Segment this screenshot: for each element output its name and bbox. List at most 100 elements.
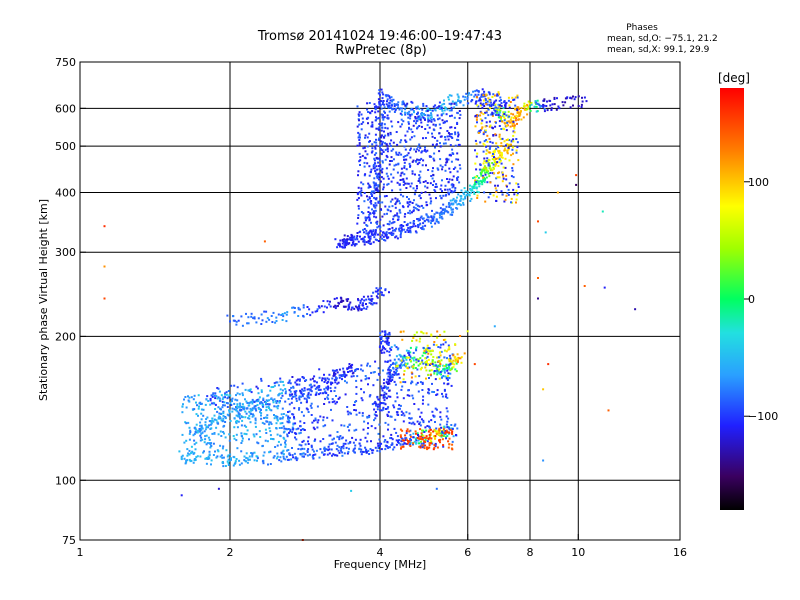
echo-point	[440, 210, 443, 213]
echo-point	[305, 379, 308, 382]
echo-point	[454, 126, 457, 129]
echo-point	[391, 373, 394, 376]
echo-point	[324, 377, 326, 380]
echo-point	[313, 380, 316, 383]
echo-point	[383, 103, 385, 106]
echo-point	[361, 154, 364, 157]
echo-point	[228, 411, 231, 414]
echo-point	[200, 408, 203, 411]
echo-point	[378, 137, 381, 140]
echo-point	[205, 443, 208, 446]
echo-point	[484, 173, 487, 176]
echo-point	[219, 417, 222, 420]
echo-point	[347, 298, 350, 301]
echo-point	[542, 103, 545, 106]
echo-point	[390, 348, 393, 351]
echo-point	[213, 432, 216, 435]
echo-point	[324, 397, 327, 400]
echo-point	[214, 450, 216, 453]
echo-point	[364, 436, 367, 439]
echo-point	[366, 362, 369, 365]
echo-point	[235, 458, 238, 460]
echo-point	[426, 425, 429, 427]
echo-point	[277, 394, 280, 397]
echo-point	[520, 118, 523, 121]
echo-point	[372, 449, 375, 452]
echo-point	[467, 191, 470, 194]
echo-point	[376, 296, 379, 299]
echo-point	[251, 415, 254, 418]
echo-point	[188, 438, 191, 441]
echo-point	[507, 146, 510, 149]
echo-point	[376, 173, 379, 176]
echo-point	[444, 338, 447, 341]
echo-point	[415, 107, 418, 110]
echo-point	[409, 417, 412, 420]
echo-point	[364, 217, 367, 220]
echo-point	[426, 114, 429, 117]
echo-point	[483, 105, 486, 107]
echo-point	[276, 444, 279, 447]
echo-point	[388, 365, 391, 368]
echo-point	[474, 125, 477, 128]
echo-point	[186, 459, 189, 462]
echo-point	[399, 443, 402, 446]
echo-point	[391, 198, 394, 201]
echo-point	[448, 178, 451, 181]
echo-point	[426, 182, 429, 184]
echo-point	[452, 168, 455, 170]
echo-point	[353, 409, 356, 411]
echo-point	[368, 218, 371, 221]
echo-point	[324, 390, 327, 393]
echo-point	[479, 102, 482, 105]
echo-point	[413, 423, 416, 426]
echo-point	[247, 389, 250, 392]
echo-point	[300, 401, 303, 404]
echo-point	[291, 447, 293, 449]
echo-point	[390, 374, 393, 377]
echo-point	[495, 191, 498, 193]
echo-point	[209, 446, 212, 449]
echo-point	[509, 118, 512, 121]
stats-line-x: mean, sd,X: 99.1, 29.9	[607, 45, 710, 55]
echo-point	[359, 368, 362, 371]
echo-point	[539, 106, 542, 109]
echo-point	[278, 459, 281, 462]
echo-point	[268, 427, 271, 430]
echo-point	[557, 105, 560, 108]
echo-point	[376, 239, 378, 242]
echo-point	[451, 186, 454, 189]
echo-point	[231, 400, 233, 403]
echo-point	[443, 208, 446, 211]
echo-point	[428, 350, 431, 353]
echo-point	[263, 240, 266, 243]
echo-point	[429, 202, 432, 205]
echo-point	[434, 429, 437, 432]
echo-point	[474, 139, 477, 142]
echo-point	[235, 406, 237, 408]
echo-point	[409, 429, 412, 432]
echo-point	[385, 233, 388, 236]
echo-point	[475, 155, 478, 158]
echo-point	[375, 152, 378, 155]
echo-point	[334, 402, 337, 405]
echo-point	[430, 369, 433, 372]
echo-point	[375, 165, 378, 168]
echo-point	[418, 223, 421, 226]
echo-point	[447, 203, 450, 206]
echo-point	[489, 181, 492, 184]
echo-point	[386, 183, 389, 186]
echo-point	[306, 449, 309, 452]
echo-point	[103, 225, 106, 228]
echo-point	[529, 105, 531, 108]
echo-point	[366, 145, 369, 148]
echo-point	[453, 116, 456, 119]
echo-point	[375, 287, 378, 290]
echo-point	[377, 444, 380, 447]
echo-point	[250, 409, 253, 412]
echo-point	[432, 343, 435, 346]
echo-point	[398, 209, 401, 212]
echo-point	[435, 487, 438, 490]
echo-point	[481, 106, 484, 109]
echo-point	[492, 134, 495, 136]
